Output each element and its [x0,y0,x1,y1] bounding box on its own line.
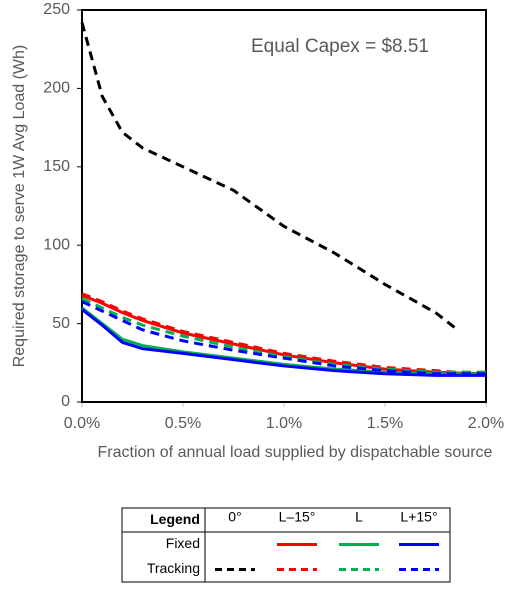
x-tick-label: 1.0% [266,415,302,432]
legend-table: Legend 0° L–15° L L+15° Fixed Tracking [121,507,451,583]
x-tick-label: 2.0% [468,415,504,432]
y-axis-label: Required storage to serve 1W Avg Load (W… [11,45,28,368]
x-axis-label-box: Fraction of annual load supplied by disp… [97,444,493,461]
legend-title: Legend [150,511,200,527]
series-line [80,22,457,330]
y-tick-label: 50 [52,315,70,332]
y-tick-label: 200 [43,80,70,97]
y-tick-label: 100 [43,236,70,253]
legend-column: 0° [228,509,241,525]
y-tick-label: 0 [61,393,70,410]
y-tick-label: 250 [43,1,70,18]
x-tick-label: 0.5% [165,415,201,432]
legend-column: L [355,509,363,525]
legend-border [121,507,451,583]
series-line [81,308,486,377]
x-tick-label: 0.0% [64,415,100,432]
legend-row: Fixed [166,535,200,551]
legend-column: L+15° [400,509,437,525]
annotation: Equal Capex = $8.51 [251,36,429,57]
x-tick-label: 1.5% [367,415,403,432]
series-line [81,297,486,374]
x-axis-label: Fraction of annual load supplied by disp… [97,444,493,461]
plot-frame [81,9,487,403]
y-tick-label: 150 [43,158,70,175]
series-line [81,300,486,376]
legend-row: Tracking [147,560,200,576]
legend-column: L–15° [279,509,316,525]
